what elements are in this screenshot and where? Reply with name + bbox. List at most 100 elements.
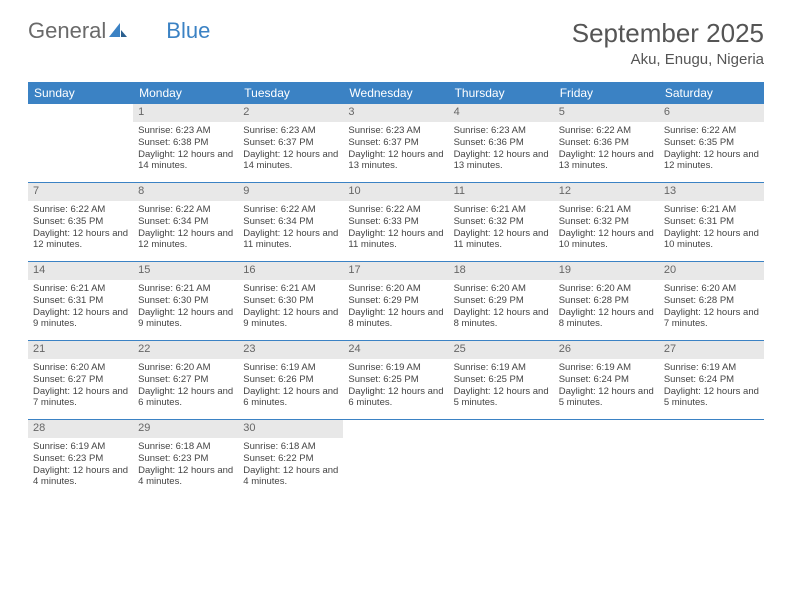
day-cell: 10Sunrise: 6:22 AMSunset: 6:33 PMDayligh… bbox=[343, 183, 448, 261]
day-cell: 11Sunrise: 6:21 AMSunset: 6:32 PMDayligh… bbox=[449, 183, 554, 261]
daylight-text: Daylight: 12 hours and 10 minutes. bbox=[664, 228, 759, 252]
day-cell: 19Sunrise: 6:20 AMSunset: 6:28 PMDayligh… bbox=[554, 262, 659, 340]
day-header: Wednesday bbox=[343, 82, 448, 104]
day-body: Sunrise: 6:20 AMSunset: 6:28 PMDaylight:… bbox=[554, 280, 659, 336]
day-cell: 12Sunrise: 6:21 AMSunset: 6:32 PMDayligh… bbox=[554, 183, 659, 261]
day-cell: 21Sunrise: 6:20 AMSunset: 6:27 PMDayligh… bbox=[28, 341, 133, 419]
day-number: 7 bbox=[28, 183, 133, 201]
day-number: 28 bbox=[28, 420, 133, 438]
day-cell: 22Sunrise: 6:20 AMSunset: 6:27 PMDayligh… bbox=[133, 341, 238, 419]
logo-text-blue: Blue bbox=[166, 18, 210, 44]
sunrise-text: Sunrise: 6:19 AM bbox=[664, 362, 759, 374]
sunrise-text: Sunrise: 6:21 AM bbox=[138, 283, 233, 295]
sunset-text: Sunset: 6:36 PM bbox=[559, 137, 654, 149]
day-cell bbox=[449, 420, 554, 498]
sunrise-text: Sunrise: 6:23 AM bbox=[243, 125, 338, 137]
sunset-text: Sunset: 6:27 PM bbox=[33, 374, 128, 386]
day-cell: 20Sunrise: 6:20 AMSunset: 6:28 PMDayligh… bbox=[659, 262, 764, 340]
day-number: 1 bbox=[133, 104, 238, 122]
daylight-text: Daylight: 12 hours and 8 minutes. bbox=[454, 307, 549, 331]
day-body: Sunrise: 6:20 AMSunset: 6:28 PMDaylight:… bbox=[659, 280, 764, 336]
day-number: 22 bbox=[133, 341, 238, 359]
daylight-text: Daylight: 12 hours and 4 minutes. bbox=[243, 465, 338, 489]
sunset-text: Sunset: 6:38 PM bbox=[138, 137, 233, 149]
sunrise-text: Sunrise: 6:20 AM bbox=[664, 283, 759, 295]
day-body: Sunrise: 6:21 AMSunset: 6:30 PMDaylight:… bbox=[238, 280, 343, 336]
day-body: Sunrise: 6:18 AMSunset: 6:23 PMDaylight:… bbox=[133, 438, 238, 494]
day-number: 8 bbox=[133, 183, 238, 201]
week-row: 1 Sunrise: 6:23 AM Sunset: 6:38 PM Daylight… bbox=[28, 104, 764, 183]
daylight-text: Daylight: 12 hours and 11 minutes. bbox=[243, 228, 338, 252]
sunset-text: Sunset: 6:36 PM bbox=[454, 137, 549, 149]
sunset-text: Sunset: 6:29 PM bbox=[348, 295, 443, 307]
sunrise-text: Sunrise: 6:22 AM bbox=[559, 125, 654, 137]
sunrise-text: Sunrise: 6:21 AM bbox=[33, 283, 128, 295]
logo: General Blue bbox=[28, 18, 210, 44]
daylight-text: Daylight: 12 hours and 9 minutes. bbox=[138, 307, 233, 331]
sunset-text: Sunset: 6:30 PM bbox=[243, 295, 338, 307]
day-body: Sunrise: 6:19 AMSunset: 6:23 PMDaylight:… bbox=[28, 438, 133, 494]
day-number: 14 bbox=[28, 262, 133, 280]
day-number: 13 bbox=[659, 183, 764, 201]
sunset-text: Sunset: 6:35 PM bbox=[33, 216, 128, 228]
sunset-text: Sunset: 6:29 PM bbox=[454, 295, 549, 307]
sunrise-text: Sunrise: 6:21 AM bbox=[559, 204, 654, 216]
day-number: 16 bbox=[238, 262, 343, 280]
week-row: 21Sunrise: 6:20 AMSunset: 6:27 PMDayligh… bbox=[28, 341, 764, 420]
sunrise-text: Sunrise: 6:20 AM bbox=[348, 283, 443, 295]
sunset-text: Sunset: 6:37 PM bbox=[348, 137, 443, 149]
sunset-text: Sunset: 6:34 PM bbox=[138, 216, 233, 228]
sunset-text: Sunset: 6:34 PM bbox=[243, 216, 338, 228]
day-body: Sunrise: 6:23 AMSunset: 6:37 PMDaylight:… bbox=[238, 122, 343, 178]
daylight-text: Daylight: 12 hours and 6 minutes. bbox=[138, 386, 233, 410]
daylight-text: Daylight: 12 hours and 13 minutes. bbox=[559, 149, 654, 173]
day-number: 20 bbox=[659, 262, 764, 280]
sunset-text: Sunset: 6:28 PM bbox=[664, 295, 759, 307]
day-number: 29 bbox=[133, 420, 238, 438]
day-cell: 25Sunrise: 6:19 AMSunset: 6:25 PMDayligh… bbox=[449, 341, 554, 419]
day-cell: 30Sunrise: 6:18 AMSunset: 6:22 PMDayligh… bbox=[238, 420, 343, 498]
sunset-text: Sunset: 6:28 PM bbox=[559, 295, 654, 307]
daylight-text: Daylight: 12 hours and 7 minutes. bbox=[664, 307, 759, 331]
daylight-text: Daylight: 12 hours and 11 minutes. bbox=[454, 228, 549, 252]
day-body: Sunrise: 6:20 AMSunset: 6:27 PMDaylight:… bbox=[28, 359, 133, 415]
day-header: Friday bbox=[554, 82, 659, 104]
day-cell: 15Sunrise: 6:21 AMSunset: 6:30 PMDayligh… bbox=[133, 262, 238, 340]
day-number: 26 bbox=[554, 341, 659, 359]
day-header: Saturday bbox=[659, 82, 764, 104]
sunset-text: Sunset: 6:24 PM bbox=[559, 374, 654, 386]
day-cell: 6Sunrise: 6:22 AMSunset: 6:35 PMDaylight… bbox=[659, 104, 764, 182]
day-number: 9 bbox=[238, 183, 343, 201]
sunrise-text: Sunrise: 6:22 AM bbox=[33, 204, 128, 216]
sunset-text: Sunset: 6:26 PM bbox=[243, 374, 338, 386]
day-body: Sunrise: 6:19 AMSunset: 6:24 PMDaylight:… bbox=[554, 359, 659, 415]
day-body: Sunrise: 6:22 AMSunset: 6:35 PMDaylight:… bbox=[659, 122, 764, 178]
day-body: Sunrise: 6:19 AMSunset: 6:25 PMDaylight:… bbox=[343, 359, 448, 415]
week-row: 28Sunrise: 6:19 AMSunset: 6:23 PMDayligh… bbox=[28, 420, 764, 498]
sunrise-text: Sunrise: 6:23 AM bbox=[348, 125, 443, 137]
day-number: 21 bbox=[28, 341, 133, 359]
week-row: 14Sunrise: 6:21 AMSunset: 6:31 PMDayligh… bbox=[28, 262, 764, 341]
daylight-text: Daylight: 12 hours and 8 minutes. bbox=[348, 307, 443, 331]
sunrise-text: Sunrise: 6:18 AM bbox=[138, 441, 233, 453]
day-body: Sunrise: 6:22 AMSunset: 6:34 PMDaylight:… bbox=[133, 201, 238, 257]
day-cell: 27Sunrise: 6:19 AMSunset: 6:24 PMDayligh… bbox=[659, 341, 764, 419]
day-body: Sunrise: 6:20 AMSunset: 6:29 PMDaylight:… bbox=[343, 280, 448, 336]
sunrise-text: Sunrise: 6:21 AM bbox=[664, 204, 759, 216]
sunrise-text: Sunrise: 6:22 AM bbox=[138, 204, 233, 216]
day-header: Monday bbox=[133, 82, 238, 104]
sunrise-text: Sunrise: 6:21 AM bbox=[454, 204, 549, 216]
day-cell bbox=[659, 420, 764, 498]
day-cell: 29Sunrise: 6:18 AMSunset: 6:23 PMDayligh… bbox=[133, 420, 238, 498]
sunset-text: Sunset: 6:31 PM bbox=[664, 216, 759, 228]
day-number: 25 bbox=[449, 341, 554, 359]
sunrise-text: Sunrise: 6:19 AM bbox=[559, 362, 654, 374]
sunset-text: Sunset: 6:24 PM bbox=[664, 374, 759, 386]
month-title: September 2025 bbox=[572, 18, 764, 49]
day-header: Thursday bbox=[449, 82, 554, 104]
day-body: Sunrise: 6:21 AMSunset: 6:30 PMDaylight:… bbox=[133, 280, 238, 336]
sunset-text: Sunset: 6:35 PM bbox=[664, 137, 759, 149]
sunrise-text: Sunrise: 6:18 AM bbox=[243, 441, 338, 453]
day-body: Sunrise: 6:22 AMSunset: 6:34 PMDaylight:… bbox=[238, 201, 343, 257]
sunset-text: Sunset: 6:31 PM bbox=[33, 295, 128, 307]
